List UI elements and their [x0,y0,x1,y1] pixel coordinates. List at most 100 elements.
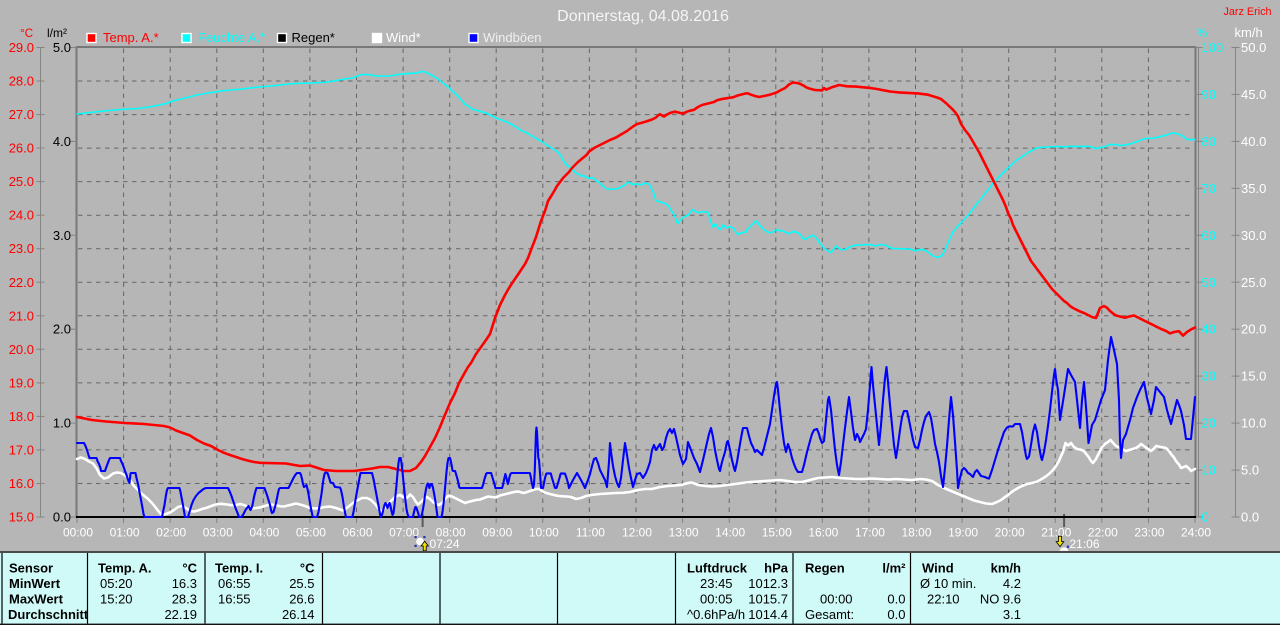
svg-text:00:00: 00:00 [63,526,93,540]
svg-text:°C: °C [300,561,315,576]
svg-text:25.0: 25.0 [9,174,34,189]
svg-text:06:00: 06:00 [342,526,372,540]
svg-text:40: 40 [1202,322,1216,337]
svg-text:16:00: 16:00 [808,526,838,540]
svg-text:24.0: 24.0 [9,208,34,223]
svg-text:^0.6hPa/h: ^0.6hPa/h [687,607,745,622]
svg-text:MaxWert: MaxWert [9,592,64,607]
svg-text:20: 20 [1202,416,1216,431]
svg-text:Windböen: Windböen [483,30,542,45]
svg-text:Gesamt:: Gesamt: [805,607,854,622]
svg-text:35.0: 35.0 [1241,181,1266,196]
svg-text:20:00: 20:00 [995,526,1025,540]
svg-text:Sensor: Sensor [9,561,53,576]
svg-text:05:00: 05:00 [296,526,326,540]
svg-text:10: 10 [1202,463,1216,478]
svg-text:Durchschnitt: Durchschnitt [8,607,89,622]
svg-text:10:00: 10:00 [529,526,559,540]
svg-text:26.0: 26.0 [9,141,34,156]
svg-text:Temp. A.*: Temp. A.* [103,30,159,45]
svg-text:1015.7: 1015.7 [748,592,788,607]
svg-text:0.0: 0.0 [53,510,71,525]
svg-text:0: 0 [1202,510,1209,525]
svg-text:23:00: 23:00 [1134,526,1164,540]
svg-text:22.19: 22.19 [164,607,197,622]
svg-text:22:10: 22:10 [927,592,960,607]
svg-text:70: 70 [1202,181,1216,196]
svg-text:100: 100 [1202,40,1224,55]
svg-text:1012.3: 1012.3 [748,576,788,591]
svg-text:16.3: 16.3 [172,576,197,591]
svg-text:1.0: 1.0 [53,416,71,431]
svg-text:03:00: 03:00 [203,526,233,540]
svg-text:09:00: 09:00 [482,526,512,540]
svg-text:Regen: Regen [805,561,845,576]
svg-text:MinWert: MinWert [9,576,61,591]
svg-text:Jarz Erich: Jarz Erich [1224,6,1272,18]
svg-text:5.0: 5.0 [53,40,71,55]
svg-text:25.0: 25.0 [1241,275,1266,290]
svg-text:l/m²: l/m² [47,26,67,40]
svg-text:11:00: 11:00 [576,526,605,540]
svg-text:Temp. I.: Temp. I. [215,561,263,576]
svg-text:3.0: 3.0 [53,228,71,243]
svg-text:26.6: 26.6 [289,592,314,607]
svg-text:20.0: 20.0 [1241,322,1266,337]
svg-text:10.0: 10.0 [1241,416,1266,431]
svg-text:km/h: km/h [1235,25,1263,40]
svg-text:14:00: 14:00 [715,526,745,540]
svg-text:60: 60 [1202,228,1216,243]
svg-text:13:00: 13:00 [669,526,699,540]
svg-text:17.0: 17.0 [9,442,34,457]
svg-text:4.2: 4.2 [1003,576,1021,591]
svg-text:02:00: 02:00 [156,526,186,540]
svg-text:50.0: 50.0 [1241,40,1266,55]
svg-text:00:00: 00:00 [820,592,853,607]
svg-text:3.1: 3.1 [1003,607,1021,622]
svg-text:30.0: 30.0 [1241,228,1266,243]
svg-text:07:24: 07:24 [430,537,460,551]
svg-text:23.0: 23.0 [9,241,34,256]
svg-text:4.0: 4.0 [53,134,71,149]
svg-text:07:00: 07:00 [389,526,419,540]
svg-text:21:00: 21:00 [1041,526,1071,540]
svg-text:25.5: 25.5 [289,576,314,591]
svg-text:16:55: 16:55 [218,592,251,607]
svg-text:04:00: 04:00 [249,526,279,540]
svg-text:27.0: 27.0 [9,107,34,122]
svg-text:28.0: 28.0 [9,74,34,89]
svg-text:21:06: 21:06 [1070,537,1100,551]
svg-text:Temp. A.: Temp. A. [98,561,151,576]
svg-text:26.14: 26.14 [282,607,315,622]
svg-text:Feuchte A.*: Feuchte A.* [198,30,265,45]
svg-text:0.0: 0.0 [1241,510,1259,525]
svg-text:00:05: 00:05 [700,592,733,607]
svg-text:22.0: 22.0 [9,275,34,290]
svg-text:Regen*: Regen* [292,30,335,45]
svg-text:Ø 10 min.: Ø 10 min. [920,576,976,591]
svg-text:1014.4: 1014.4 [748,607,788,622]
svg-text:Luftdruck: Luftdruck [687,561,748,576]
svg-text:19:00: 19:00 [948,526,978,540]
svg-text:15.0: 15.0 [1241,369,1266,384]
svg-text:17:00: 17:00 [855,526,885,540]
svg-text:40.0: 40.0 [1241,134,1266,149]
svg-text:19.0: 19.0 [9,375,34,390]
svg-text:90: 90 [1202,87,1216,102]
svg-text:80: 80 [1202,134,1216,149]
svg-text:21.0: 21.0 [9,308,34,323]
svg-text:16.0: 16.0 [9,476,34,491]
svg-text:Wind*: Wind* [386,30,421,45]
svg-text:24:00: 24:00 [1181,526,1211,540]
svg-text:0.0: 0.0 [887,607,905,622]
svg-text:45.0: 45.0 [1241,87,1266,102]
svg-text:°C: °C [182,561,197,576]
svg-text:%: % [1197,28,1207,40]
svg-text:hPa: hPa [764,561,789,576]
svg-text:0.0: 0.0 [887,592,905,607]
svg-text:Wind: Wind [922,561,954,576]
svg-text:Donnerstag, 04.08.2016: Donnerstag, 04.08.2016 [557,8,729,25]
svg-text:l/m²: l/m² [882,561,906,576]
svg-text:50: 50 [1202,275,1216,290]
svg-text:22:00: 22:00 [1088,526,1118,540]
